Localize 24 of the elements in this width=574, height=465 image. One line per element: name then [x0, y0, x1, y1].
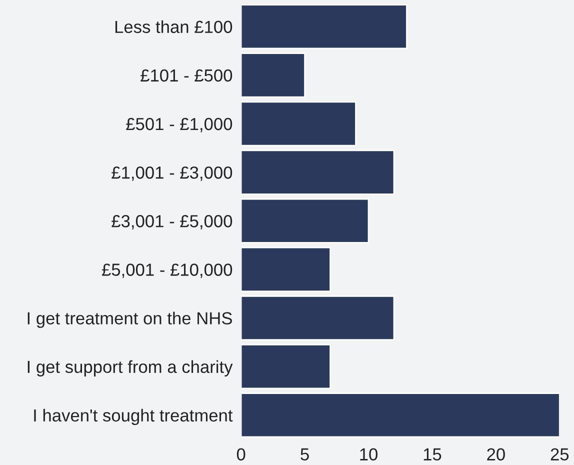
bar	[241, 4, 408, 50]
bar	[241, 344, 331, 390]
bar	[241, 246, 331, 292]
bar	[241, 52, 306, 98]
y-tick-label: £501 - £1,000	[126, 118, 232, 132]
y-tick-label: £3,001 - £5,000	[112, 215, 232, 230]
bar	[241, 198, 370, 244]
x-tick-label: 20	[487, 448, 505, 461]
x-tick-label: 15	[424, 448, 442, 461]
y-tick-label: £101 - £500	[140, 69, 232, 82]
bar	[241, 150, 395, 195]
y-tick-label: Less than £100	[115, 20, 232, 34]
bar	[241, 392, 560, 438]
x-tick-label: 10	[360, 448, 378, 461]
y-tick-label: I haven't sought treatment	[34, 408, 233, 426]
y-tick-label: £5,001 - £10,000	[102, 264, 232, 278]
x-tick-label: 5	[300, 448, 309, 461]
bar	[241, 295, 395, 341]
bar	[241, 101, 356, 146]
x-tick-label: 0	[236, 448, 246, 461]
x-tick-label: 25	[550, 448, 569, 461]
y-tick-label: I get treatment on the NHS	[28, 312, 232, 328]
y-tick-label: I get support from a charity	[28, 360, 233, 376]
y-tick-label: £1,001 - £3,000	[112, 166, 232, 181]
